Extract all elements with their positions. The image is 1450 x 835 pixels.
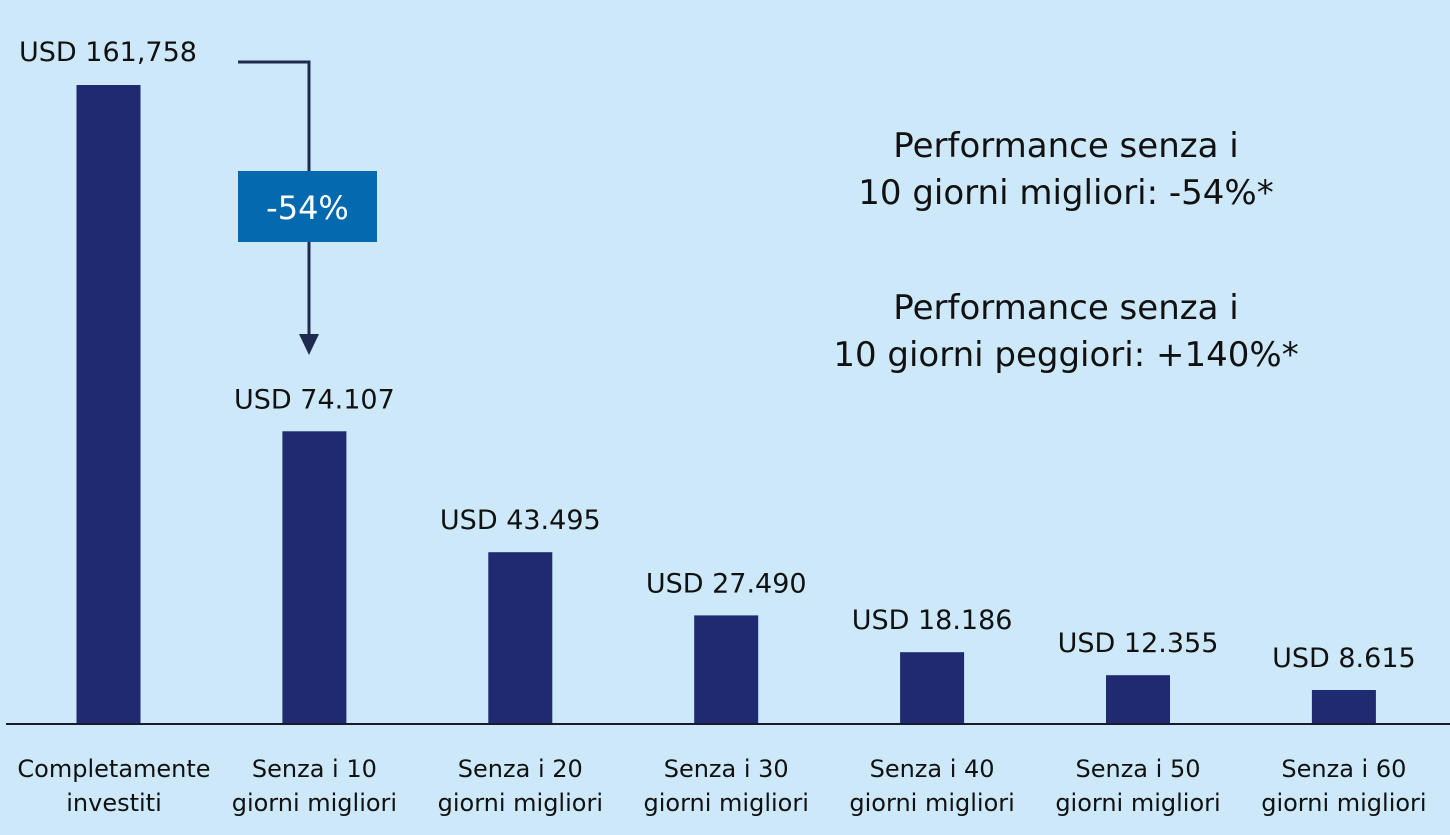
value-label-7: USD 8.615 [1272,643,1416,674]
category-label-6-line1: Senza i 50 [1076,755,1201,783]
drop-percent-badge [238,171,377,242]
value-label-6: USD 12.355 [1058,628,1219,659]
category-label-3-line1: Senza i 20 [458,755,583,783]
value-label-4: USD 27.490 [646,568,807,599]
value-label-2: USD 74.107 [234,384,395,415]
category-label-4-line1: Senza i 30 [664,755,789,783]
category-label-2-line2: giorni migliori [232,789,397,817]
bar-3 [488,552,553,724]
drop-arrow [238,60,311,338]
value-label-3: USD 43.495 [440,505,601,536]
bar-6 [1106,675,1170,724]
perf-worst-line2: 10 giorni peggiori: +140%* [833,335,1298,375]
category-label-4-line2: giorni migliori [644,789,809,817]
category-label-7-line1: Senza i 60 [1281,755,1406,783]
value-label-5: USD 18.186 [852,605,1013,636]
bar-4 [694,615,759,724]
category-label-5-line1: Senza i 40 [870,755,995,783]
category-label-3-line2: giorni migliori [438,789,603,817]
bar-1 [76,85,141,724]
drop-arrowhead [299,334,319,355]
drop-annotation: -54% [238,60,377,355]
bar-2 [282,431,347,724]
category-label-5-line2: giorni migliori [849,789,1014,817]
category-label-2-line1: Senza i 10 [252,755,377,783]
value-label-1: USD 161,758 [19,37,197,68]
perf-worst-line1: Performance senza i [893,288,1238,328]
category-labels-layer: Completamente investiti Senza i 10 giorni m… [17,755,1426,817]
category-label-6-line2: giorni migliori [1055,789,1220,817]
category-label-7-line2: giorni migliori [1261,789,1426,817]
category-label-1-line2: investiti [66,789,162,817]
perf-best-line1: Performance senza i [893,126,1238,166]
performance-notes: Performance senza i 10 giorni migliori: … [833,126,1298,375]
bar-5 [900,652,965,724]
category-label-1-line1: Completamente [17,755,210,783]
drop-percent-label: -54% [266,189,349,227]
value-labels-layer: USD 161,758 USD 74.107 USD 43.495 USD 27.49… [19,37,1416,674]
perf-best-line2: 10 giorni migliori: -54%* [858,173,1273,213]
bar-7 [1311,690,1376,724]
bars-layer [76,85,1376,724]
